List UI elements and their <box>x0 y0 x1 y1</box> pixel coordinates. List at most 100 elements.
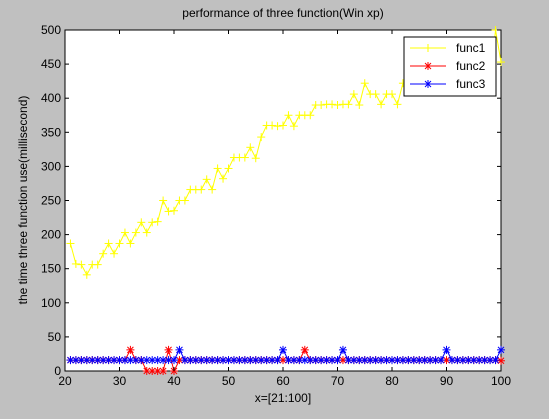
data-point-func3 <box>262 356 271 365</box>
data-point-func3 <box>333 356 342 365</box>
data-point-func1 <box>344 100 353 109</box>
data-point-func1 <box>213 164 222 173</box>
y-tick-label: 0 <box>54 364 61 378</box>
data-point-func1 <box>219 174 228 183</box>
data-point-func1 <box>164 207 173 216</box>
data-point-func3 <box>279 345 287 354</box>
legend: func1 func2 func3 <box>403 36 497 97</box>
data-point-func1 <box>251 154 260 163</box>
legend-marker <box>424 62 432 70</box>
data-point-func1 <box>153 217 162 226</box>
x-axis-label: x=[21:100] <box>255 391 311 405</box>
data-point-func3 <box>180 356 189 365</box>
data-point-func1 <box>208 185 217 194</box>
data-point-func1 <box>246 143 255 152</box>
data-point-func1 <box>279 121 287 130</box>
legend-item-func1: func1 <box>410 41 486 55</box>
data-point-func3 <box>131 356 140 365</box>
data-point-func2 <box>164 345 173 354</box>
data-point-func3 <box>322 356 331 365</box>
data-point-func3 <box>208 356 217 365</box>
data-point-func3 <box>404 356 413 365</box>
data-point-func1 <box>273 122 282 131</box>
data-point-func3 <box>306 356 315 365</box>
data-point-func1 <box>333 101 342 110</box>
y-axis-label: the time three function use(millisecond) <box>16 96 30 305</box>
data-point-func3 <box>148 356 157 365</box>
data-point-func1 <box>349 90 358 99</box>
data-point-func3 <box>170 356 178 365</box>
data-point-func2 <box>159 367 168 375</box>
x-tick-label: 100 <box>491 374 511 388</box>
data-point-func2 <box>300 345 309 354</box>
data-point-func1 <box>77 260 86 269</box>
y-tick-label: 300 <box>41 159 61 173</box>
x-tick-label: 80 <box>385 374 399 388</box>
data-point-func3 <box>120 356 129 365</box>
axis-ticks: 20 30 40 50 60 70 80 90 100 0 50 100 150 200 250 300 350… <box>41 23 511 388</box>
data-point-func1 <box>289 122 298 131</box>
x-tick-label: 60 <box>276 374 290 388</box>
legend-label: func2 <box>456 59 486 73</box>
data-point-func3 <box>497 345 505 354</box>
y-tick-label: 150 <box>41 262 61 276</box>
data-point-func1 <box>355 101 364 110</box>
data-point-func1 <box>371 90 380 99</box>
data-point-func1 <box>388 90 396 99</box>
data-point-func1 <box>82 270 91 279</box>
data-point-func1 <box>257 133 266 142</box>
data-point-func1 <box>142 228 151 237</box>
x-tick-label: 30 <box>113 374 127 388</box>
data-point-func2 <box>497 356 505 365</box>
data-point-func3 <box>191 356 200 365</box>
data-point-func3 <box>115 356 124 365</box>
data-point-func1 <box>93 260 102 269</box>
y-tick-label: 250 <box>41 194 61 208</box>
data-point-func1 <box>120 228 129 237</box>
data-point-func3 <box>311 356 320 365</box>
data-point-func1 <box>393 100 402 109</box>
data-point-func1 <box>148 218 157 227</box>
data-point-func3 <box>295 356 304 365</box>
legend-label: func3 <box>456 77 486 91</box>
y-tick-label: 400 <box>41 91 61 105</box>
data-point-func3 <box>186 356 195 365</box>
data-point-func3 <box>257 356 266 365</box>
chart-title: performance of three function(Win xp) <box>182 6 383 20</box>
data-point-func3 <box>153 356 162 365</box>
data-point-func1 <box>99 249 108 258</box>
data-point-func1 <box>377 100 386 109</box>
y-tick-label: 50 <box>48 330 62 344</box>
data-point-func3 <box>273 356 282 365</box>
data-point-func1 <box>497 58 505 67</box>
x-tick-label: 90 <box>440 374 454 388</box>
data-point-func1 <box>170 206 178 215</box>
data-point-func1 <box>197 185 206 194</box>
legend-item-func3: func3 <box>410 77 486 91</box>
x-tick-label: 20 <box>58 374 72 388</box>
data-point-func1 <box>66 239 75 248</box>
data-point-func3 <box>491 356 500 365</box>
legend-marker <box>424 44 432 52</box>
data-point-func1 <box>137 218 146 227</box>
data-point-func1 <box>268 121 277 130</box>
data-point-func1 <box>240 153 249 162</box>
data-point-func1 <box>224 164 233 173</box>
data-point-func3 <box>349 356 358 365</box>
data-point-func1 <box>284 111 293 120</box>
legend-marker <box>424 80 432 88</box>
data-point-func2 <box>338 356 347 365</box>
data-point-func1 <box>180 196 189 205</box>
data-point-func3 <box>328 356 337 365</box>
y-tick-label: 450 <box>41 57 61 71</box>
y-tick-label: 200 <box>41 228 61 242</box>
data-point-func1 <box>110 249 119 258</box>
data-point-func1 <box>306 111 315 120</box>
data-point-func1 <box>360 79 369 88</box>
data-point-func1 <box>126 239 135 248</box>
y-tick-label: 350 <box>41 125 61 139</box>
data-point-func2 <box>126 345 135 354</box>
legend-label: func1 <box>456 41 486 55</box>
